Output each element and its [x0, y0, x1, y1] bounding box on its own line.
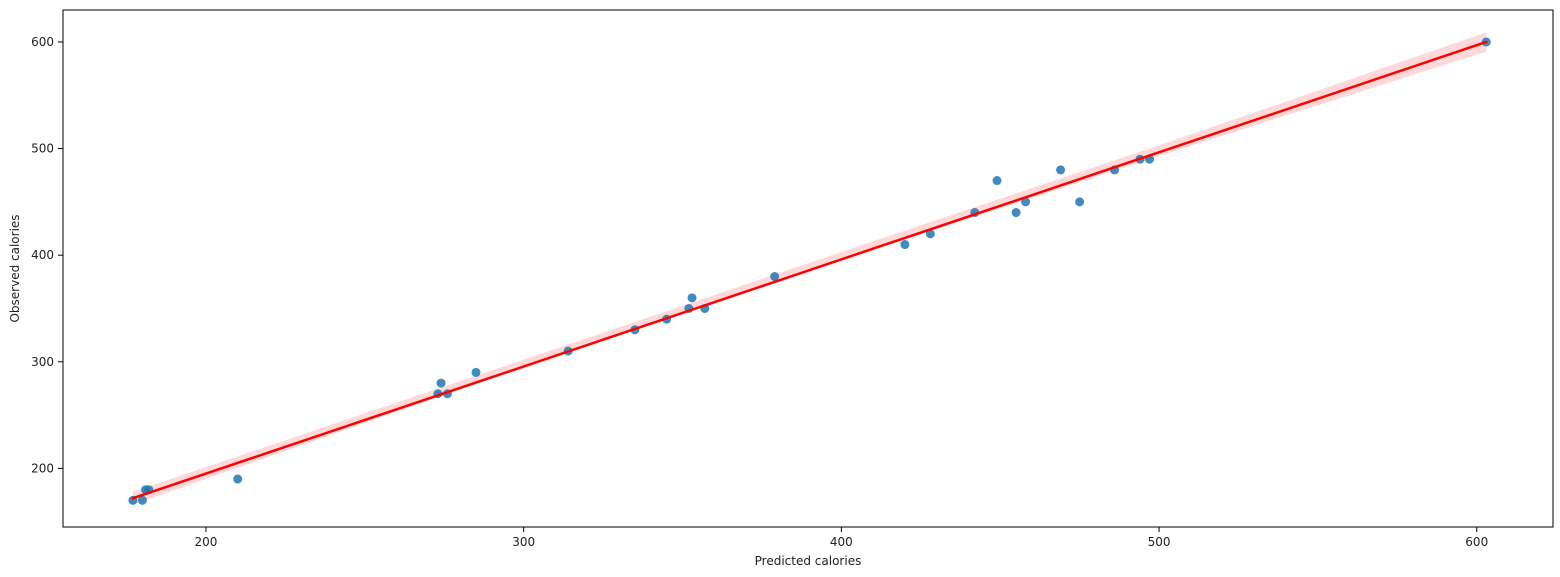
- y-axis-ticks: 200 300 400 500 600: [31, 35, 63, 475]
- regression-line-layer: [131, 40, 1488, 500]
- x-axis-ticks: 200 300 400 500 600: [195, 527, 1488, 549]
- data-point: [687, 293, 697, 303]
- data-point: [1075, 197, 1085, 207]
- y-tick-label: 600: [31, 35, 54, 49]
- data-point: [1021, 197, 1031, 207]
- x-tick-label: 500: [1148, 535, 1171, 549]
- x-tick-label: 400: [830, 535, 853, 549]
- y-tick-label: 500: [31, 142, 54, 156]
- y-axis-label: Observed calories: [8, 214, 22, 322]
- data-point: [925, 229, 935, 239]
- x-tick-label: 600: [1465, 535, 1488, 549]
- plot-frame: [62, 9, 1554, 528]
- confidence-band-layer: [132, 32, 1487, 505]
- confidence-band: [132, 32, 1487, 505]
- data-point: [436, 378, 446, 388]
- data-point: [471, 367, 481, 377]
- y-tick-label: 400: [31, 248, 54, 262]
- x-tick-label: 300: [512, 535, 535, 549]
- data-point: [1056, 165, 1066, 175]
- y-tick-label: 300: [31, 355, 54, 369]
- regression-line: [131, 40, 1488, 500]
- y-tick-label: 200: [31, 461, 54, 475]
- x-tick-label: 200: [195, 535, 218, 549]
- data-point: [770, 271, 780, 281]
- data-point: [992, 176, 1002, 186]
- data-point: [900, 240, 910, 250]
- data-point: [137, 495, 147, 505]
- data-point: [1011, 208, 1021, 218]
- x-axis-label: Predicted calories: [755, 554, 862, 568]
- data-point: [233, 474, 243, 484]
